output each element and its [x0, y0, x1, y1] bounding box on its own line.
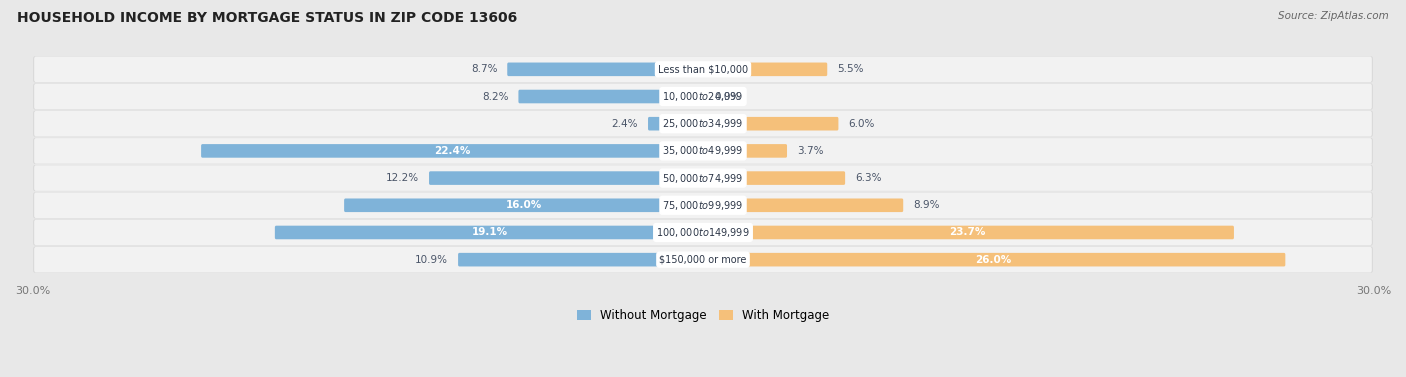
FancyBboxPatch shape	[344, 198, 704, 212]
Text: $35,000 to $49,999: $35,000 to $49,999	[662, 144, 744, 158]
FancyBboxPatch shape	[34, 247, 1372, 273]
Text: 5.5%: 5.5%	[837, 64, 863, 74]
Text: 19.1%: 19.1%	[471, 227, 508, 238]
Text: $50,000 to $74,999: $50,000 to $74,999	[662, 172, 744, 185]
Text: 6.0%: 6.0%	[848, 119, 875, 129]
FancyBboxPatch shape	[34, 165, 1372, 191]
Legend: Without Mortgage, With Mortgage: Without Mortgage, With Mortgage	[572, 304, 834, 326]
Text: $100,000 to $149,999: $100,000 to $149,999	[657, 226, 749, 239]
FancyBboxPatch shape	[702, 171, 845, 185]
Text: 23.7%: 23.7%	[949, 227, 986, 238]
FancyBboxPatch shape	[34, 220, 1372, 245]
FancyBboxPatch shape	[702, 144, 787, 158]
FancyBboxPatch shape	[34, 84, 1372, 109]
FancyBboxPatch shape	[702, 117, 838, 130]
FancyBboxPatch shape	[702, 226, 1234, 239]
FancyBboxPatch shape	[34, 247, 1372, 273]
Text: 12.2%: 12.2%	[387, 173, 419, 183]
Text: 22.4%: 22.4%	[434, 146, 471, 156]
Text: 10.9%: 10.9%	[415, 255, 449, 265]
Text: 8.2%: 8.2%	[482, 92, 509, 101]
Text: $10,000 to $24,999: $10,000 to $24,999	[662, 90, 744, 103]
FancyBboxPatch shape	[34, 56, 1372, 83]
Text: $25,000 to $34,999: $25,000 to $34,999	[662, 117, 744, 130]
Text: $150,000 or more: $150,000 or more	[659, 255, 747, 265]
FancyBboxPatch shape	[34, 165, 1372, 191]
FancyBboxPatch shape	[702, 253, 1285, 267]
Text: 2.4%: 2.4%	[612, 119, 638, 129]
Text: 8.7%: 8.7%	[471, 64, 498, 74]
Text: 26.0%: 26.0%	[976, 255, 1012, 265]
FancyBboxPatch shape	[34, 83, 1372, 110]
FancyBboxPatch shape	[458, 253, 704, 267]
Text: 8.9%: 8.9%	[912, 200, 939, 210]
Text: 0.0%: 0.0%	[714, 92, 741, 101]
FancyBboxPatch shape	[519, 90, 704, 103]
FancyBboxPatch shape	[34, 138, 1372, 164]
FancyBboxPatch shape	[34, 219, 1372, 245]
Text: 6.3%: 6.3%	[855, 173, 882, 183]
FancyBboxPatch shape	[34, 57, 1372, 82]
FancyBboxPatch shape	[34, 192, 1372, 218]
Text: 16.0%: 16.0%	[506, 200, 543, 210]
Text: $75,000 to $99,999: $75,000 to $99,999	[662, 199, 744, 212]
FancyBboxPatch shape	[34, 111, 1372, 137]
Text: Source: ZipAtlas.com: Source: ZipAtlas.com	[1278, 11, 1389, 21]
Text: 3.7%: 3.7%	[797, 146, 824, 156]
Text: Less than $10,000: Less than $10,000	[658, 64, 748, 74]
FancyBboxPatch shape	[429, 171, 704, 185]
FancyBboxPatch shape	[34, 111, 1372, 136]
FancyBboxPatch shape	[34, 138, 1372, 164]
FancyBboxPatch shape	[702, 63, 827, 76]
FancyBboxPatch shape	[201, 144, 704, 158]
Text: HOUSEHOLD INCOME BY MORTGAGE STATUS IN ZIP CODE 13606: HOUSEHOLD INCOME BY MORTGAGE STATUS IN Z…	[17, 11, 517, 25]
FancyBboxPatch shape	[274, 226, 704, 239]
FancyBboxPatch shape	[702, 198, 903, 212]
FancyBboxPatch shape	[648, 117, 704, 130]
FancyBboxPatch shape	[508, 63, 704, 76]
FancyBboxPatch shape	[34, 193, 1372, 218]
